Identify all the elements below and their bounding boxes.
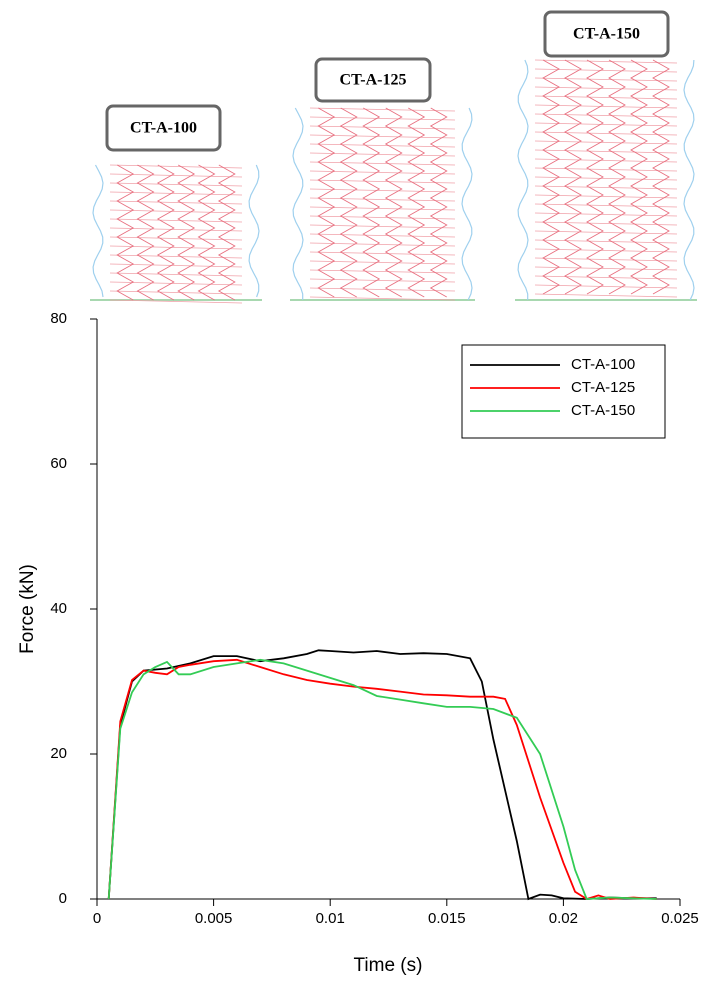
fold-line (309, 251, 456, 256)
tube-wall (292, 107, 304, 300)
fold-line (534, 149, 678, 154)
fold-line (309, 197, 456, 202)
x-tick-label: 0 (93, 910, 101, 927)
fold-line (109, 299, 243, 304)
fold-zigzag (384, 107, 403, 298)
y-tick-label: 60 (50, 455, 67, 472)
fold-line (534, 95, 678, 100)
fold-line (309, 233, 456, 238)
fold-line (534, 293, 678, 298)
fold-line (109, 290, 243, 295)
series-line (107, 658, 657, 900)
fold-zigzag (339, 107, 358, 298)
fold-zigzag (116, 164, 135, 301)
fold-line (534, 59, 678, 64)
fold-line (309, 269, 456, 274)
fold-line (309, 107, 456, 112)
legend-label: CT-A-100 (571, 356, 635, 373)
label-box (543, 10, 670, 58)
y-tick-label: 80 (50, 310, 67, 327)
fold-line (534, 275, 678, 280)
fold-zigzag (136, 164, 155, 301)
fold-line (109, 218, 243, 223)
fold-line (534, 113, 678, 118)
fold-line (534, 203, 678, 208)
tube-wall (461, 107, 473, 301)
fold-zigzag (217, 164, 236, 301)
fold-zigzag (608, 59, 626, 295)
y-tick-label: 20 (50, 745, 67, 762)
tube-wall (683, 59, 695, 301)
fold-zigzag (652, 59, 670, 295)
illustration-label: CT-A-100 (130, 120, 197, 137)
legend-label: CT-A-150 (571, 402, 635, 419)
fold-line (109, 182, 243, 187)
tube-wall (517, 59, 529, 300)
tube-wall (92, 164, 104, 298)
fold-line (309, 287, 456, 292)
x-tick-label: 0.005 (195, 910, 233, 927)
fold-zigzag (630, 59, 648, 295)
fold-zigzag (586, 59, 604, 295)
fold-zigzag (177, 164, 196, 301)
fold-line (309, 125, 456, 130)
fold-line (109, 254, 243, 259)
x-axis-label: Time (s) (354, 955, 423, 976)
x-tick-label: 0.015 (428, 910, 466, 927)
tube-wall (248, 164, 260, 298)
series-line (107, 649, 657, 901)
fold-line (109, 200, 243, 205)
illustration-label: CT-A-150 (573, 26, 640, 43)
fold-zigzag (197, 164, 216, 301)
x-tick-label: 0.01 (316, 910, 345, 927)
fold-line (534, 185, 678, 190)
fold-line (534, 221, 678, 226)
label-box (314, 57, 432, 103)
fold-zigzag (542, 59, 560, 295)
y-tick-label: 0 (59, 890, 67, 907)
fold-zigzag (156, 164, 175, 301)
fold-zigzag (362, 107, 381, 298)
fold-line (109, 236, 243, 241)
legend-label: CT-A-125 (571, 379, 635, 396)
fold-zigzag (429, 107, 448, 298)
fold-line (309, 215, 456, 220)
fold-zigzag (317, 107, 336, 298)
legend-box (461, 344, 666, 439)
fold-zigzag (564, 59, 582, 295)
series-line (107, 658, 657, 900)
fold-line (309, 179, 456, 184)
fold-line (534, 131, 678, 136)
y-axis-label: Force (kN) (17, 564, 38, 654)
fold-line (309, 143, 456, 148)
fold-line (534, 167, 678, 172)
fold-line (534, 77, 678, 82)
x-tick-label: 0.025 (661, 910, 699, 927)
y-tick-label: 40 (50, 600, 67, 617)
fold-zigzag (407, 107, 426, 298)
x-tick-label: 0.02 (549, 910, 578, 927)
fold-line (534, 257, 678, 262)
fold-line (109, 164, 243, 169)
fold-line (109, 272, 243, 277)
fold-line (309, 161, 456, 166)
illustration-label: CT-A-125 (340, 72, 407, 89)
fold-line (534, 239, 678, 244)
label-box (105, 104, 222, 152)
fold-line (309, 296, 456, 301)
